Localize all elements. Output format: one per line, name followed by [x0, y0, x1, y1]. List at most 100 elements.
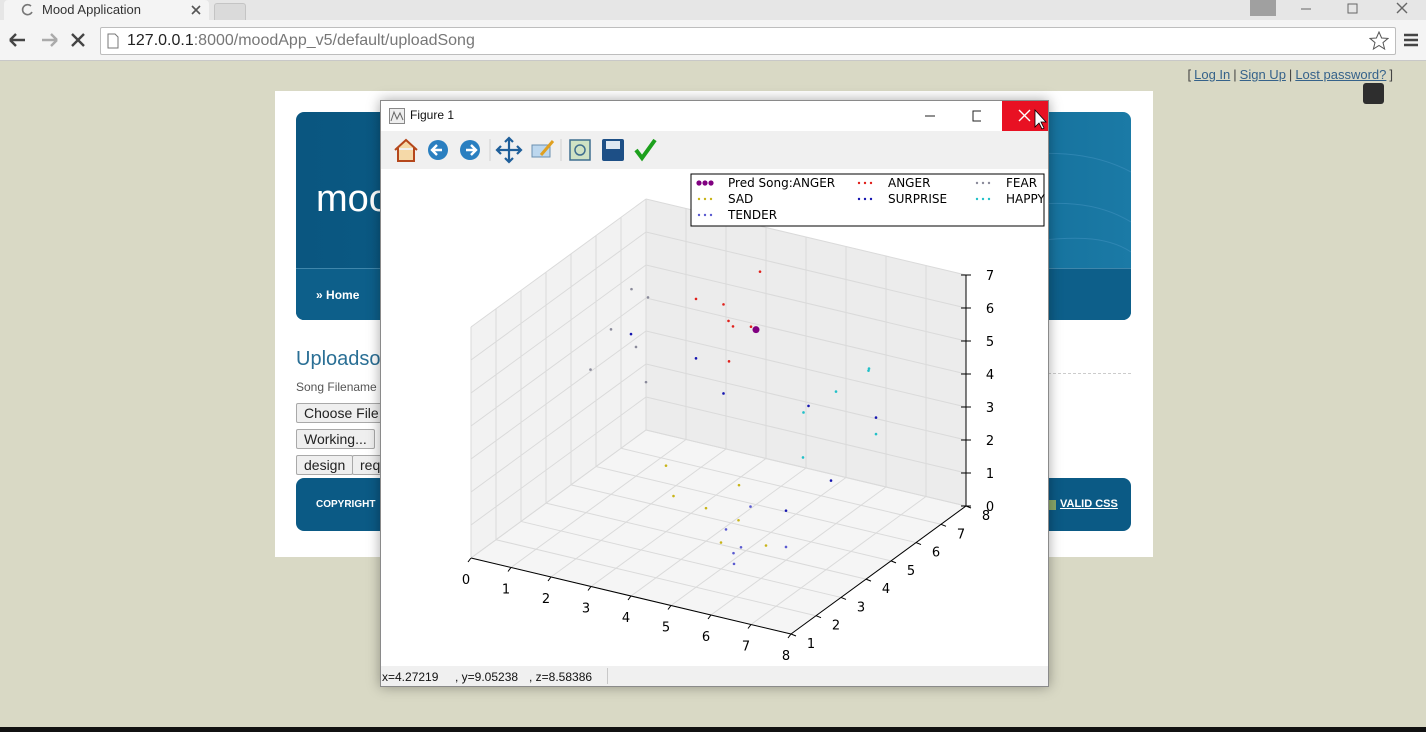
signup-link[interactable]: Sign Up [1239, 67, 1286, 82]
data-point [867, 369, 870, 372]
lost-password-link[interactable]: Lost password? [1295, 67, 1387, 82]
address-bar[interactable]: 127.0.0.1:8000/moodApp_v5/default/upload… [100, 27, 1396, 55]
forward[interactable] [42, 33, 58, 47]
data-point [749, 325, 753, 329]
url-host: 127.0.0.1 [127, 32, 194, 49]
maximize[interactable] [972, 110, 981, 122]
grid-line [710, 486, 887, 616]
y-tick-label: 1 [807, 637, 815, 652]
legend-marker [696, 180, 702, 186]
y-axis [790, 505, 967, 635]
y-tick-label: 6 [932, 546, 940, 561]
home-tool[interactable] [394, 138, 418, 162]
back[interactable] [9, 33, 25, 47]
tick-mark [587, 586, 592, 591]
x-tick-label: 0 [462, 573, 470, 588]
tick-mark [747, 624, 752, 629]
nav-home[interactable]: » Home [316, 288, 359, 302]
data-point [722, 303, 725, 306]
data-point [874, 416, 878, 419]
legend-marker [975, 181, 979, 185]
grid-line [510, 439, 687, 568]
data-point [727, 360, 731, 363]
x-tick-label: 5 [662, 621, 670, 636]
x-tick-label: 7 [742, 640, 750, 655]
grid-line [620, 447, 942, 525]
page-heading: Uploadso [296, 348, 381, 370]
menu[interactable] [1403, 32, 1419, 48]
y-tick-label: 8 [982, 509, 990, 524]
edit-tool[interactable] [634, 138, 657, 162]
legend-label: ANGER [888, 176, 930, 190]
z-tick-label: 2 [986, 434, 994, 449]
restore[interactable] [1347, 3, 1358, 14]
y-tick-label: 4 [882, 582, 890, 597]
figure-close[interactable] [1002, 101, 1048, 131]
subplots-tool[interactable] [569, 139, 591, 161]
nav-buttons [9, 33, 85, 47]
toolbar-icons [394, 136, 657, 164]
z-tick-label: 5 [986, 335, 994, 350]
data-point [727, 319, 730, 323]
legend-label: SURPRISE [888, 192, 947, 206]
legend-marker [857, 181, 861, 185]
tick-mark [865, 578, 872, 582]
window-controls [1250, 0, 1408, 16]
pan-tool[interactable] [495, 136, 523, 164]
grid-line [470, 363, 647, 493]
status-x: x=4.27219 [382, 670, 439, 684]
login-link[interactable]: Log In [1194, 67, 1231, 82]
data-point [609, 328, 613, 331]
z-tick-label: 1 [986, 467, 994, 482]
valid-css-link[interactable]: VALID CSS [1060, 498, 1118, 510]
profile-button[interactable] [1250, 0, 1276, 16]
page-icon [107, 33, 119, 49]
grid-line [495, 539, 817, 617]
figure-window: Figure 1 0 1 2 3 4 5 6 7 8 1 2 3 4 5 6 7 8 0 1 2 3 4 5 6 7 Pred S… [380, 100, 1049, 687]
data-point [629, 332, 633, 336]
grid-line [645, 264, 967, 342]
data-point [784, 545, 788, 549]
legend-marker [987, 197, 991, 201]
legend-marker [703, 213, 707, 217]
choose-file-button[interactable]: Choose File [296, 403, 387, 423]
legend-marker [863, 181, 867, 185]
tab[interactable]: Mood Application [4, 0, 209, 20]
tick-mark [467, 557, 472, 563]
bookmark-star[interactable] [1369, 31, 1389, 51]
grid-line [550, 448, 727, 578]
legend-marker [709, 213, 713, 217]
legend-box [690, 173, 1045, 227]
x-tick-label: 2 [542, 592, 550, 607]
tab-close[interactable] [190, 4, 202, 16]
browser-toolbar: 127.0.0.1:8000/moodApp_v5/default/upload… [0, 20, 1426, 61]
legend-marker [702, 180, 708, 186]
design-button[interactable]: design [296, 455, 354, 475]
close[interactable] [1396, 2, 1408, 14]
overlay-button[interactable] [1363, 83, 1384, 104]
grid-line [670, 477, 847, 606]
grid-line [470, 231, 647, 361]
grid-line [470, 264, 647, 394]
tab-bar: Mood Application [0, 0, 1426, 22]
left-pane [471, 199, 646, 558]
stop[interactable] [71, 33, 85, 47]
separator: | [1233, 67, 1237, 82]
y-tick-label: 3 [857, 600, 865, 615]
z-tick-label: 4 [986, 368, 994, 383]
working-button[interactable]: Working... [296, 429, 375, 449]
legend-marker [981, 181, 985, 185]
legend-label: HAPPY [1006, 192, 1045, 206]
tick-mark [547, 576, 552, 582]
data-point [634, 345, 638, 349]
data-point [646, 296, 650, 299]
tick-mark [787, 633, 792, 639]
tick-mark [815, 615, 822, 619]
req-button[interactable]: req [352, 455, 389, 475]
data-point [737, 518, 740, 522]
legend-marker [703, 197, 707, 201]
x-tick-label: 6 [702, 630, 710, 645]
status-separator [607, 668, 608, 684]
data-point [874, 432, 878, 436]
